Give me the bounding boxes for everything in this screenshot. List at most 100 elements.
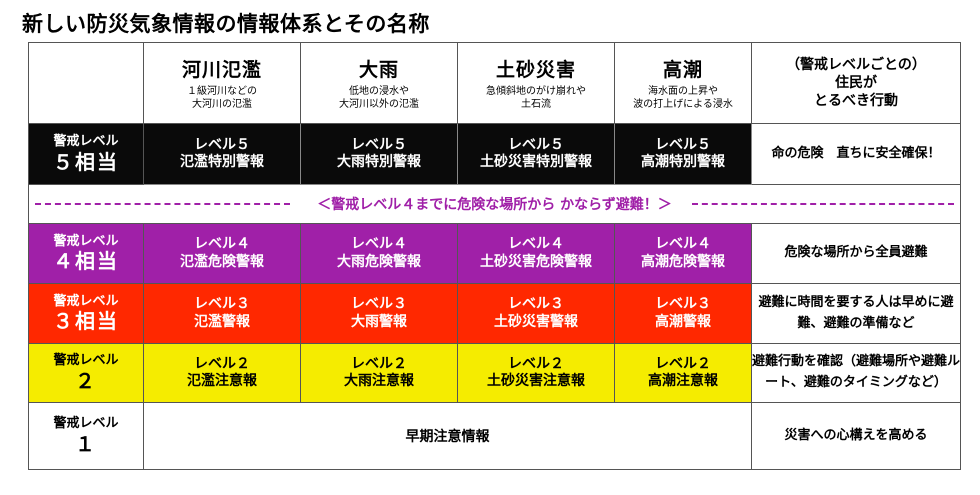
cell-warning: 大雨注意報 (344, 373, 414, 389)
level-5-action: 命の危険 直ちに安全確保！ (751, 123, 961, 185)
action-header-line: 住民が (835, 74, 877, 91)
level-4-storm-surge-cell: レベル４ 高潮危険警報 (614, 223, 752, 284)
cell-warning: 大雨警報 (351, 313, 407, 330)
cell-warning: 高潮注意報 (648, 373, 718, 389)
cell-warning: 土砂災害注意報 (487, 373, 585, 389)
level-2-row: 警戒レベル ２ レベル２ 氾濫注意報 レベル２ 大雨注意報 レベル２ 土砂災害注… (28, 343, 961, 403)
level-label: 警戒レベル (53, 353, 119, 369)
hazard-desc: 波の打上げによる浸水 (633, 99, 733, 110)
cell-warning: 高潮警報 (655, 313, 711, 330)
level-label: 警戒レベル (53, 134, 119, 150)
level-number: ２ (75, 368, 97, 393)
cell-level: レベル５ (351, 136, 407, 153)
level-1-row: 警戒レベル １ 早期注意情報 災害への心構えを高める (28, 402, 961, 470)
level-5-rain-cell: レベル５ 大雨特別警報 (300, 123, 458, 185)
cell-warning: 土砂災害特別警報 (480, 154, 592, 170)
header-hazard-rain: 大雨 低地の浸水や 大河川以外の氾濫 (300, 42, 458, 124)
cell-warning: 土砂災害警報 (494, 313, 578, 330)
level-4-landslide-cell: レベル４ 土砂災害危険警報 (457, 223, 615, 284)
hazard-name: 河川氾濫 (181, 59, 262, 81)
level-number: １ (75, 431, 97, 456)
cell-level: レベル３ (351, 296, 407, 312)
hazard-name: 大雨 (358, 59, 399, 81)
level-2-landslide-cell: レベル２ 土砂災害注意報 (457, 343, 615, 403)
hazard-desc: 急傾斜地のがけ崩れや (486, 86, 586, 97)
cell-warning: 氾濫注意報 (187, 373, 257, 389)
dashed-divider (692, 203, 954, 205)
level-3-row: 警戒レベル ３相当 レベル３ 氾濫警報 レベル３ 大雨警報 レベル３ 土砂災害警… (28, 283, 961, 344)
level-3-rain-cell: レベル３ 大雨警報 (300, 283, 458, 344)
hazard-desc: 低地の浸水や (349, 86, 409, 97)
warning-level-table: 河川氾濫 １級河川などの 大河川の氾濫 大雨 低地の浸水や 大河川以外の氾濫 土… (28, 42, 961, 470)
level-3-action: 避難に時間を要する人は早めに避難、避難の準備など (751, 283, 961, 344)
level-label: 警戒レベル (53, 416, 119, 432)
level-4-river-cell: レベル４ 氾濫危険警報 (143, 223, 301, 284)
hazard-desc: 土石流 (521, 99, 551, 110)
dashed-divider (35, 203, 290, 205)
cell-warning: 大雨特別警報 (337, 154, 421, 170)
cell-level: レベル４ (508, 236, 564, 252)
header-corner-cell (28, 42, 144, 124)
level-4-rain-cell: レベル４ 大雨危険警報 (300, 223, 458, 284)
cell-level: レベル４ (655, 236, 711, 252)
level-number: ４相当 (53, 249, 119, 274)
level-5-row: 警戒レベル ５相当 レベル５ 氾濫特別警報 レベル５ 大雨特別警報 レベル５ 土… (28, 123, 961, 185)
cell-level: レベル４ (194, 236, 250, 252)
level-5-landslide-cell: レベル５ 土砂災害特別警報 (457, 123, 615, 185)
cell-level: レベル５ (508, 136, 564, 153)
cell-warning: 土砂災害危険警報 (480, 253, 592, 270)
cell-level: レベル３ (194, 296, 250, 312)
hazard-desc: 大河川の氾濫 (192, 99, 252, 110)
cell-warning: 大雨危険警報 (337, 253, 421, 270)
level-3-storm-surge-cell: レベル３ 高潮警報 (614, 283, 752, 344)
level-1-action: 災害への心構えを高める (751, 402, 961, 470)
level-2-rain-cell: レベル２ 大雨注意報 (300, 343, 458, 403)
cell-warning: 高潮危険警報 (641, 253, 725, 270)
level-number: ５相当 (53, 149, 119, 174)
action-header-line: （警戒レベルごとの） (786, 56, 926, 73)
level-label: 警戒レベル (53, 233, 119, 249)
early-caution-info: 早期注意情報 (143, 402, 752, 470)
cell-level: レベル３ (655, 296, 711, 312)
level-4-action: 危険な場所から全員避難 (751, 223, 961, 284)
cell-level: レベル５ (655, 136, 711, 153)
level-2-river-cell: レベル２ 氾濫注意報 (143, 343, 301, 403)
cell-level: レベル２ (655, 355, 711, 372)
cell-warning: 氾濫警報 (194, 313, 250, 330)
level-2-storm-surge-cell: レベル２ 高潮注意報 (614, 343, 752, 403)
level-3-label-cell: 警戒レベル ３相当 (28, 283, 144, 344)
header-hazard-storm-surge: 高潮 海水面の上昇や 波の打上げによる浸水 (614, 42, 752, 124)
cell-level: レベル３ (508, 296, 564, 312)
hazard-name: 土砂災害 (495, 59, 576, 81)
cell-warning: 高潮特別警報 (641, 154, 725, 170)
evacuation-separator-row: ＜警戒レベル４までに危険な場所から かならず避難！＞ (28, 184, 961, 224)
cell-warning: 氾濫特別警報 (180, 154, 264, 170)
level-3-landslide-cell: レベル３ 土砂災害警報 (457, 283, 615, 344)
cell-level: レベル４ (351, 236, 407, 252)
cell-level: レベル２ (351, 355, 407, 372)
cell-level: レベル２ (508, 355, 564, 372)
hazard-desc: 海水面の上昇や (648, 86, 718, 97)
level-number: ３相当 (53, 309, 119, 334)
evacuation-separator: ＜警戒レベル４までに危険な場所から かならず避難！＞ (28, 184, 961, 224)
hazard-name: 高潮 (662, 59, 703, 81)
cell-level: レベル２ (194, 355, 250, 372)
cell-level: レベル５ (194, 136, 250, 153)
level-1-label-cell: 警戒レベル １ (28, 402, 144, 470)
level-label: 警戒レベル (53, 293, 119, 309)
cell-warning: 氾濫危険警報 (180, 253, 264, 270)
header-row: 河川氾濫 １級河川などの 大河川の氾濫 大雨 低地の浸水や 大河川以外の氾濫 土… (28, 42, 961, 124)
action-header-line: とるべき行動 (814, 93, 898, 110)
level-5-storm-surge-cell: レベル５ 高潮特別警報 (614, 123, 752, 185)
level-5-label-cell: 警戒レベル ５相当 (28, 123, 144, 185)
hazard-desc: 大河川以外の氾濫 (339, 99, 419, 110)
level-4-row: 警戒レベル ４相当 レベル４ 氾濫危険警報 レベル４ 大雨危険警報 レベル４ 土… (28, 223, 961, 284)
level-5-river-cell: レベル５ 氾濫特別警報 (143, 123, 301, 185)
evacuation-message: ＜警戒レベル４までに危険な場所から かならず避難！＞ (311, 194, 678, 214)
page-title: 新しい防災気象情報の情報体系とその名称 (22, 12, 430, 36)
header-hazard-river: 河川氾濫 １級河川などの 大河川の氾濫 (143, 42, 301, 124)
hazard-desc: １級河川などの (187, 86, 257, 97)
header-action: （警戒レベルごとの） 住民が とるべき行動 (751, 42, 961, 124)
header-hazard-landslide: 土砂災害 急傾斜地のがけ崩れや 土石流 (457, 42, 615, 124)
level-2-action: 避難行動を確認（避難場所や避難ルート、避難のタイミングなど） (751, 343, 961, 403)
